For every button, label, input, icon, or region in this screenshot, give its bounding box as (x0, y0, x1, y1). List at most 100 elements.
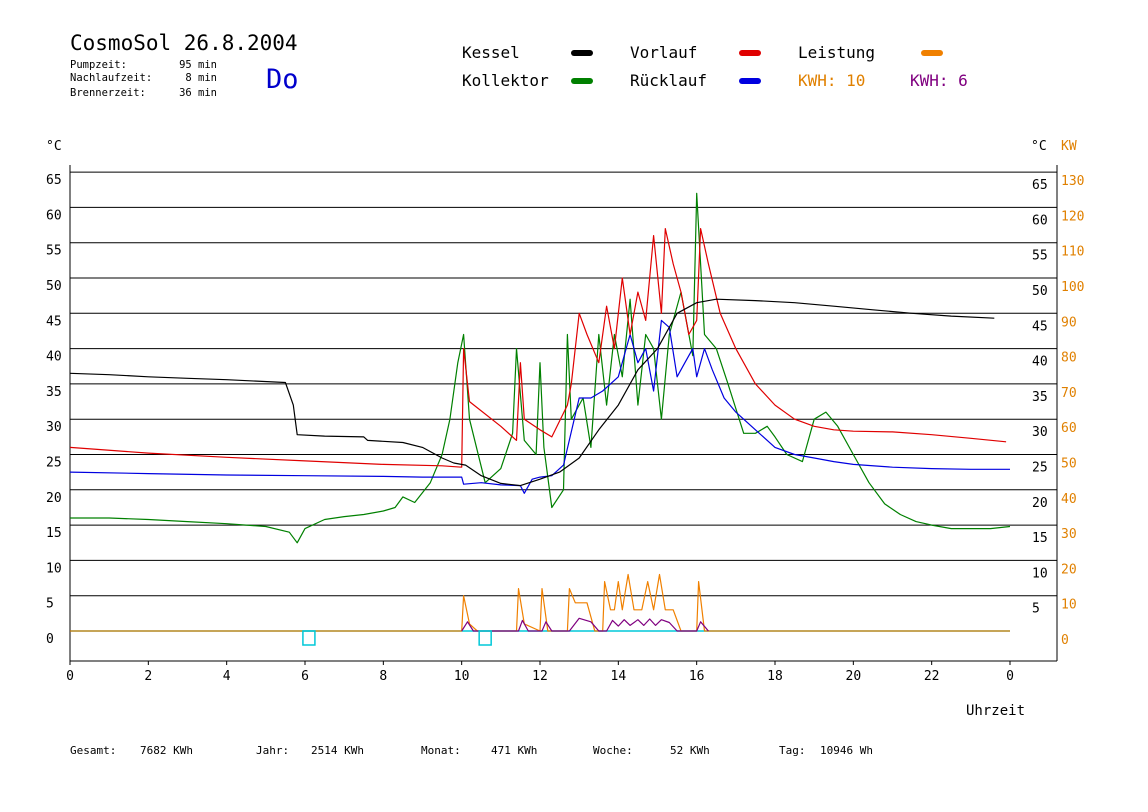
weekday-label: Do (266, 64, 299, 95)
y-right-tick-30: 30 (1032, 425, 1048, 440)
x-tick-8: 16 (689, 669, 705, 684)
y-right-tick-10: 10 (1032, 566, 1048, 581)
y-power-tick-70: 70 (1061, 386, 1077, 401)
y-power-tick-60: 60 (1061, 421, 1077, 436)
legend: Kessel Vorlauf Leistung Kollektor Rückla… (462, 43, 968, 90)
x-ticks: 0 2 4 6 8 10 12 14 16 18 20 22 0 (66, 661, 1014, 684)
y-right-tick-65: 65 (1032, 178, 1048, 193)
y-power-ticks: 0 10 20 30 40 50 60 70 80 90 100 110 120 130 (1061, 174, 1084, 648)
legend-swatch-ruecklauf (739, 78, 761, 84)
x-axis-label: Uhrzeit (966, 703, 1025, 719)
x-tick-11: 22 (924, 669, 940, 684)
y-right-tick-40: 40 (1032, 355, 1048, 370)
x-tick-5: 10 (454, 669, 470, 684)
y-power-unit: KW (1061, 139, 1077, 154)
footer-value-jahr: 2514 KWh (311, 744, 364, 757)
footer-label-monat: Monat: (421, 744, 461, 757)
footer-label-jahr: Jahr: (256, 744, 289, 757)
footer-value-monat: 471 KWh (491, 744, 537, 757)
legend-label-kollektor: Kollektor (462, 71, 549, 90)
y-power-tick-50: 50 (1061, 457, 1077, 472)
y-right-tick-5: 5 (1032, 602, 1040, 617)
y-left-tick-35: 35 (46, 385, 62, 400)
footer-label-woche: Woche: (593, 744, 633, 757)
footer-label-gesamt: Gesamt: (70, 744, 116, 757)
x-tick-2: 4 (223, 669, 231, 684)
legend-label-ruecklauf: Rücklauf (630, 71, 707, 90)
y-right-tick-55: 55 (1032, 249, 1048, 264)
footer-value-woche: 52 KWh (670, 744, 710, 757)
x-tick-7: 14 (611, 669, 627, 684)
series-line-kessel (69, 298, 995, 487)
stats-block: Pumpzeit: 95 min Nachlaufzeit: 8 min Bre… (70, 59, 217, 99)
legend-label-vorlauf: Vorlauf (630, 43, 697, 62)
y-power-tick-130: 130 (1061, 174, 1084, 189)
x-tick-12: 0 (1006, 669, 1014, 684)
stat-value-pumpzeit: 95 min (179, 59, 217, 71)
y-left-tick-20: 20 (46, 491, 62, 506)
x-tick-4: 8 (379, 669, 387, 684)
y-power-tick-20: 20 (1061, 562, 1077, 577)
legend-swatch-kessel (571, 50, 593, 56)
series-line-kwh (461, 617, 709, 632)
y-power-tick-100: 100 (1061, 280, 1084, 295)
footer-totals: Gesamt: 7682 KWh Jahr: 2514 KWh Monat: 4… (70, 744, 873, 757)
series-line-vorlauf (69, 228, 1007, 468)
series-line-kollektor (70, 192, 1011, 544)
legend-swatch-kollektor (571, 78, 593, 84)
y-right-tick-25: 25 (1032, 461, 1048, 476)
y-right-tick-35: 35 (1032, 390, 1048, 405)
legend-swatch-leistung (921, 50, 943, 56)
legend-label-kessel: Kessel (462, 43, 520, 62)
y-left-tick-50: 50 (46, 279, 62, 294)
y-left-tick-5: 5 (46, 597, 54, 612)
stat-label-pumpzeit: Pumpzeit: (70, 59, 127, 71)
y-left-tick-40: 40 (46, 350, 62, 365)
grid-lines (70, 171, 1057, 632)
y-left-tick-15: 15 (46, 526, 62, 541)
y-right-tick-50: 50 (1032, 284, 1048, 299)
x-tick-9: 18 (767, 669, 783, 684)
y-left-tick-60: 60 (46, 208, 62, 223)
stat-value-nachlaufzeit: 8 min (185, 72, 217, 84)
footer-value-gesamt: 7682 KWh (140, 744, 193, 757)
chart-title: CosmoSol 26.8.2004 (70, 31, 298, 55)
stat-label-brennerzeit: Brennerzeit: (70, 87, 146, 99)
y-power-tick-40: 40 (1061, 492, 1077, 507)
markers (302, 630, 492, 646)
y-left-unit: °C (46, 139, 62, 154)
stat-label-nachlaufzeit: Nachlaufzeit: (70, 72, 152, 84)
y-power-tick-0: 0 (1061, 633, 1069, 648)
footer-label-tag: Tag: (779, 744, 806, 757)
legend-label-leistung: Leistung (798, 43, 875, 62)
y-right-ticks: 5 10 15 20 25 30 35 40 45 50 55 60 65 (1032, 178, 1048, 617)
x-tick-6: 12 (532, 669, 548, 684)
series-group (69, 192, 1011, 632)
y-power-tick-10: 10 (1061, 598, 1077, 613)
y-right-unit: °C (1031, 139, 1047, 154)
y-right-tick-45: 45 (1032, 319, 1048, 334)
y-left-tick-45: 45 (46, 314, 62, 329)
footer-value-tag: 10946 Wh (820, 744, 873, 757)
axes (69, 165, 1058, 662)
y-left-tick-55: 55 (46, 244, 62, 259)
y-right-tick-15: 15 (1032, 531, 1048, 546)
marker-box-0 (302, 630, 316, 646)
y-left-ticks: 0 5 10 15 20 25 30 35 40 45 50 55 60 65 (46, 173, 62, 647)
x-tick-1: 2 (144, 669, 152, 684)
legend-kwh-orange: KWH: 10 (798, 71, 865, 90)
x-tick-10: 20 (846, 669, 862, 684)
marker-box-1 (478, 630, 492, 646)
series-line-ruecklauf (69, 319, 1010, 494)
y-left-tick-30: 30 (46, 420, 62, 435)
x-tick-0: 0 (66, 669, 74, 684)
y-power-tick-30: 30 (1061, 527, 1077, 542)
y-right-tick-20: 20 (1032, 496, 1048, 511)
series-line-leistung (70, 573, 1010, 632)
y-left-tick-25: 25 (46, 456, 62, 471)
legend-swatch-vorlauf (739, 50, 761, 56)
x-tick-3: 6 (301, 669, 309, 684)
y-left-tick-10: 10 (46, 561, 62, 576)
y-power-tick-110: 110 (1061, 245, 1084, 260)
